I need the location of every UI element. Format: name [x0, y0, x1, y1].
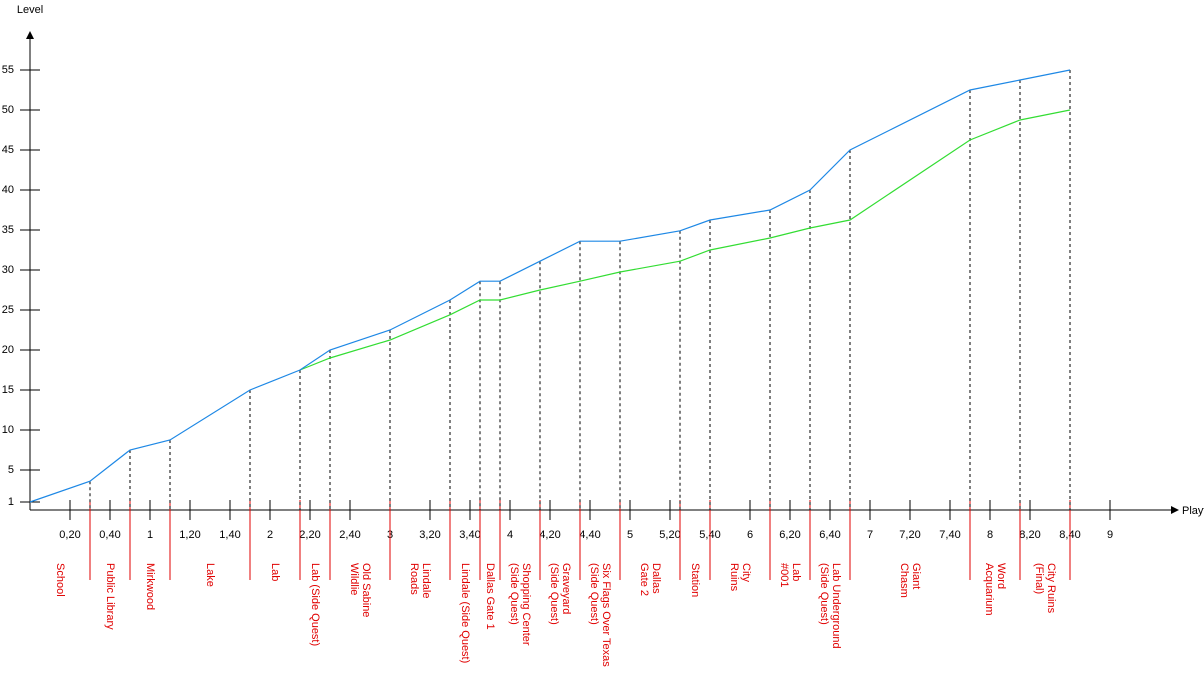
location-label: Lab (Side Quest) — [309, 563, 321, 646]
x-tick-label: 4,20 — [539, 529, 560, 541]
y-tick-label: 20 — [2, 344, 14, 356]
x-tick-label: 3,20 — [419, 529, 440, 541]
location-label: Wildlie — [348, 563, 360, 595]
x-tick-label: 2 — [267, 529, 273, 541]
location-label: Lindale (Side Quest) — [459, 563, 471, 663]
location-label: Station — [689, 563, 701, 597]
location-label: Gate 2 — [638, 563, 650, 596]
location-label: Acquarium — [983, 563, 995, 616]
x-tick-label: 2,20 — [299, 529, 320, 541]
x-tick-label: 6 — [747, 529, 753, 541]
y-tick-label: 10 — [2, 424, 14, 436]
location-label: (Side Quest) — [548, 563, 560, 625]
x-tick-label: 4,40 — [579, 529, 600, 541]
x-tick-label: 1,40 — [219, 529, 240, 541]
x-tick-label: 7 — [867, 529, 873, 541]
x-tick-label: 8 — [987, 529, 993, 541]
y-tick-label: 30 — [2, 264, 14, 276]
location-label: (Side Quest) — [588, 563, 600, 625]
y-tick-label: 15 — [2, 384, 14, 396]
location-label: Lindale — [420, 563, 432, 598]
location-label: (Final) — [1033, 563, 1045, 594]
series-line — [29, 69, 1071, 503]
x-tick-label: 1,20 — [179, 529, 200, 541]
y-axis-label: Level — [17, 4, 43, 16]
y-tick-label: 35 — [2, 224, 14, 236]
x-tick-label: 5,20 — [659, 529, 680, 541]
x-tick-label: 6,40 — [819, 529, 840, 541]
y-tick-label: 45 — [2, 144, 14, 156]
location-label: Dallas — [650, 563, 662, 594]
x-tick-label: 5 — [627, 529, 633, 541]
x-tick-label: 1 — [147, 529, 153, 541]
x-tick-label: 8,20 — [1019, 529, 1040, 541]
x-tick-label: 0,40 — [99, 529, 120, 541]
y-tick-label: 5 — [8, 464, 14, 476]
location-label: Old Sabine — [360, 563, 372, 617]
location-label: #001 — [778, 563, 790, 587]
location-label: (Side Quest) — [508, 563, 520, 625]
location-label: Lab Underground — [830, 563, 842, 649]
x-tick-label: 4 — [507, 529, 513, 541]
y-tick-label: 40 — [2, 184, 14, 196]
location-label: Dallas Gate 1 — [484, 563, 496, 630]
x-tick-label: 0,20 — [59, 529, 80, 541]
x-tick-label: 7,20 — [899, 529, 920, 541]
x-tick-label: 7,40 — [939, 529, 960, 541]
location-label: Six Flags Over Texas — [600, 563, 612, 667]
location-label: Chasm — [898, 563, 910, 598]
y-tick-label: 50 — [2, 104, 14, 116]
y-tick-label: 25 — [2, 304, 14, 316]
location-label: Ruins — [728, 563, 740, 592]
location-label: Lab — [269, 563, 281, 581]
location-label: City — [740, 563, 752, 582]
location-label: (Side Quest) — [818, 563, 830, 625]
location-label: School — [54, 563, 66, 597]
location-label: Roads — [408, 563, 420, 595]
x-tick-label: 6,20 — [779, 529, 800, 541]
x-tick-label: 2,40 — [339, 529, 360, 541]
location-label: Giant — [910, 563, 922, 589]
y-tick-label: 1 — [8, 496, 14, 508]
x-tick-label: 3,40 — [459, 529, 480, 541]
location-label: Shopping Center — [520, 563, 532, 646]
location-label: Lab — [790, 563, 802, 581]
x-tick-label: 9 — [1107, 529, 1113, 541]
location-label: Mirkwood — [144, 563, 156, 610]
x-axis-label: Playtime — [1182, 505, 1204, 517]
location-label: Word — [995, 563, 1007, 589]
location-label: Graveyard — [560, 563, 572, 614]
location-label: City Ruins — [1045, 563, 1057, 614]
location-label: Public Library — [104, 563, 116, 630]
location-label: Lake — [204, 563, 216, 587]
series-line — [299, 109, 1071, 371]
y-tick-label: 55 — [2, 64, 14, 76]
